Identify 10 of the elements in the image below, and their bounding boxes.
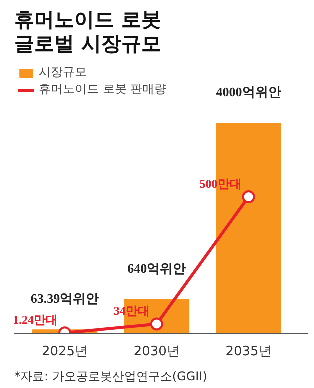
text: *자료: 가오공로봇산업연구소(GGII): [14, 370, 208, 384]
x-tick-label: 2025년: [42, 344, 88, 360]
data-label: 4000억위안: [216, 84, 282, 100]
chart-title: 휴머노이드 로봇 글로벌 시장규모: [14, 8, 162, 56]
data-label: 640억위안: [128, 260, 186, 276]
legend-label: 시장규모: [39, 64, 87, 81]
data-label: 63.39억위안: [30, 291, 100, 306]
x-tick-label: 2030년: [134, 344, 180, 360]
legend-label: 휴머노이드 로봇 판매량: [39, 81, 167, 98]
x-tick-label: 2035년: [226, 344, 272, 360]
